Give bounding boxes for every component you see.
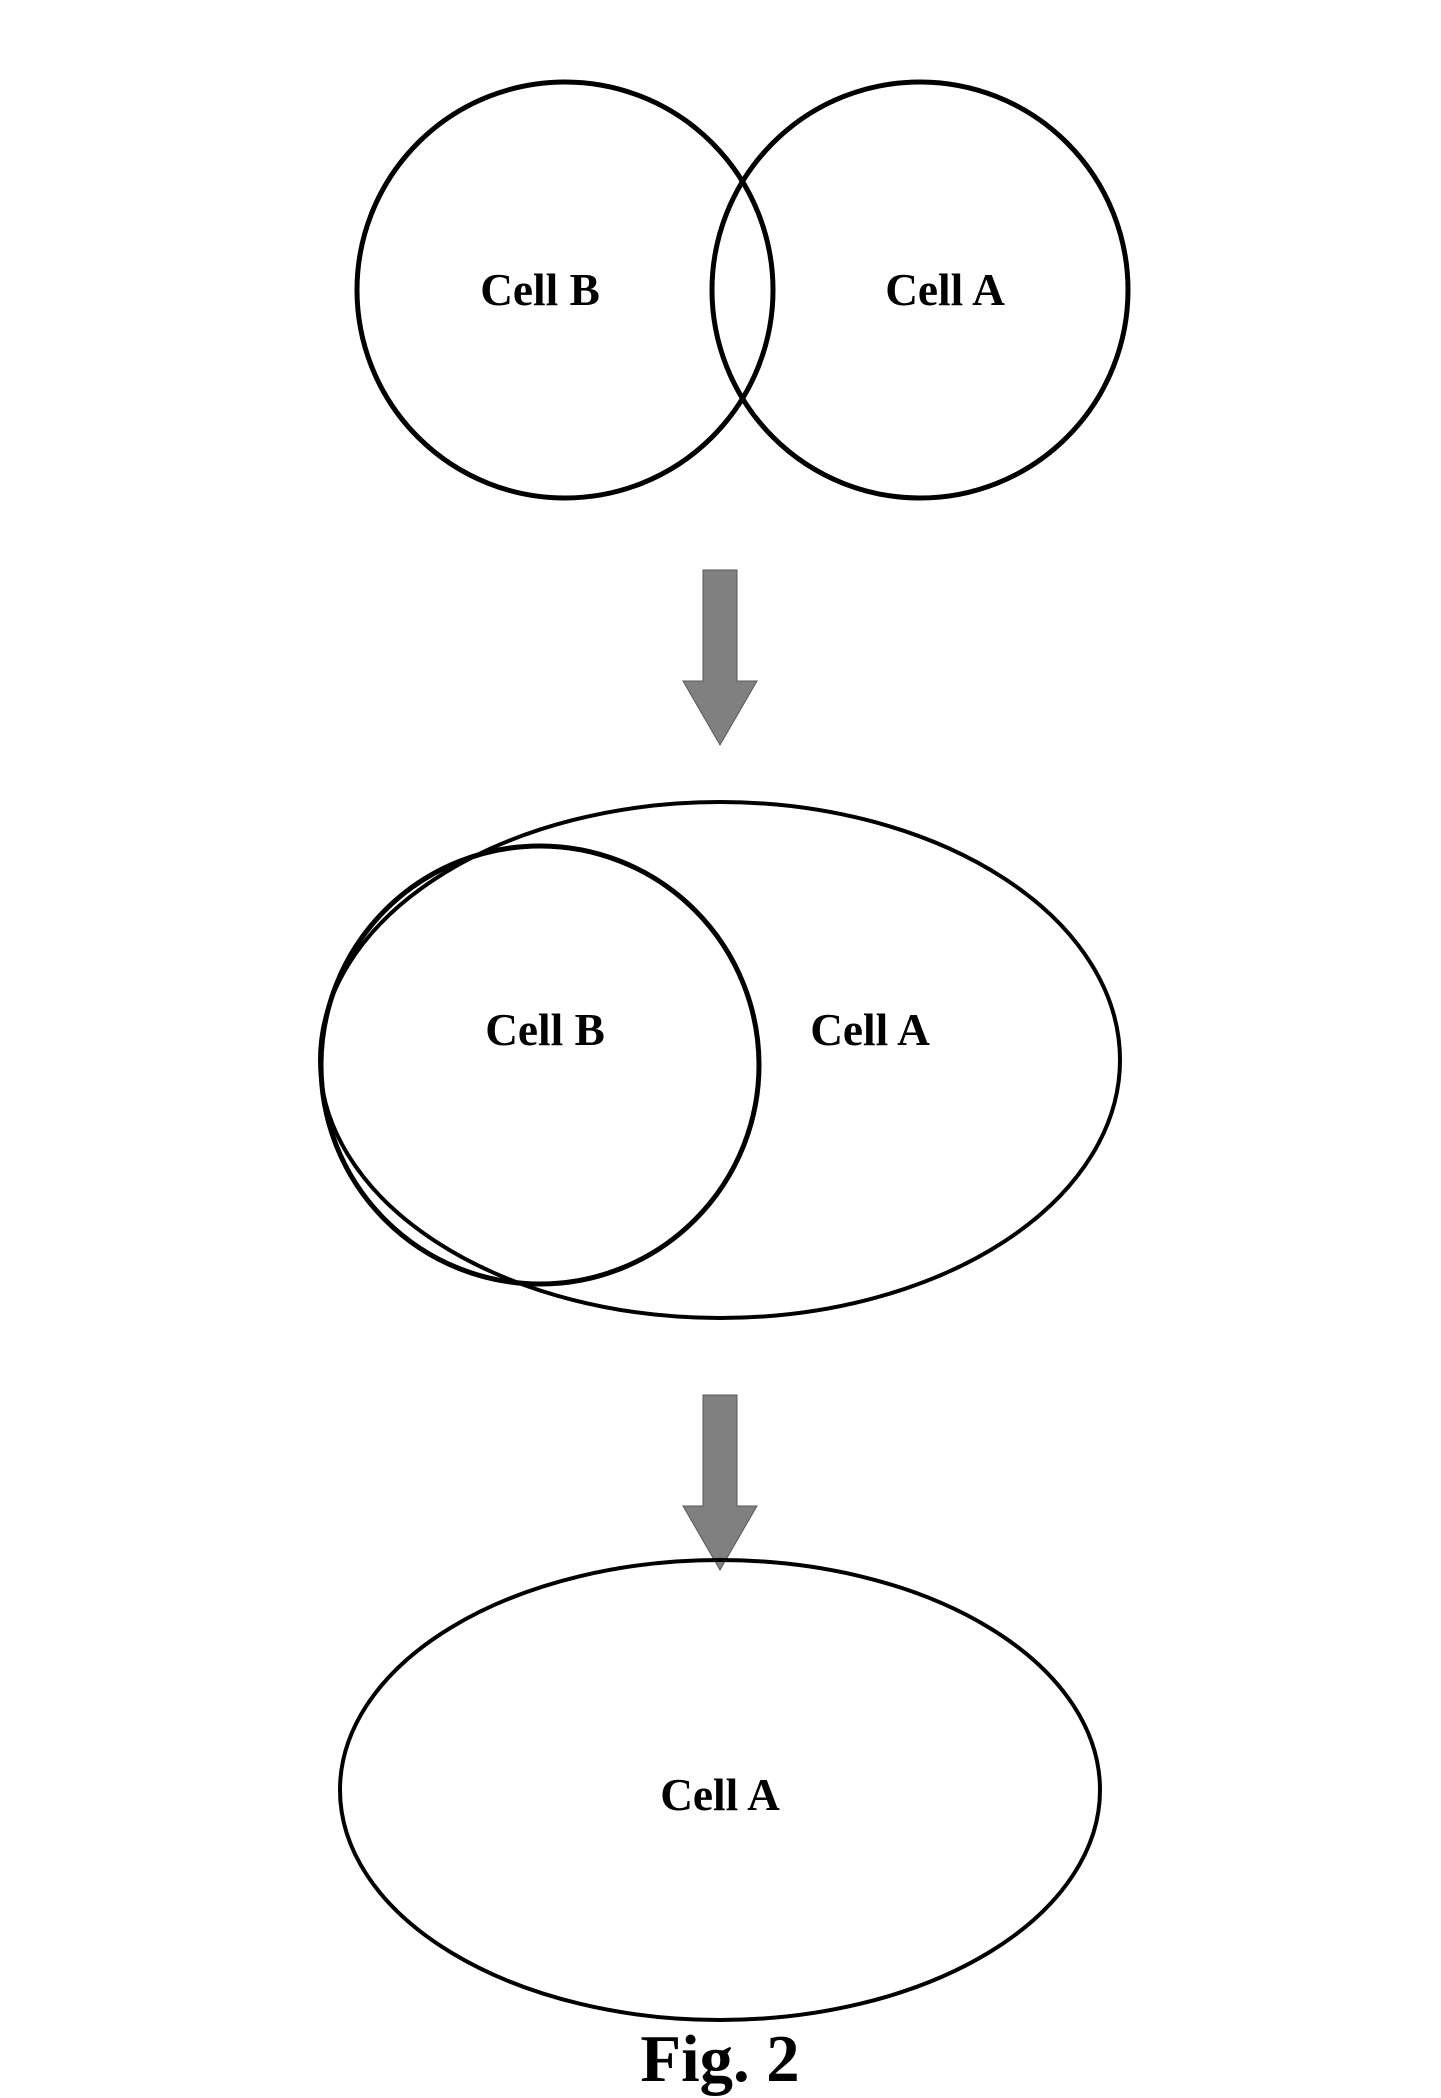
stage1-cell-a-label: Cell A	[885, 264, 1005, 316]
stage1-cell-b-label: Cell B	[480, 264, 600, 316]
stage2-cell-b-label: Cell B	[485, 1004, 605, 1056]
stage2-cell-a-label: Cell A	[810, 1004, 930, 1056]
diagram-canvas: Cell B Cell A Cell B Cell A Cell A Fig. …	[0, 0, 1441, 2094]
stage3-cell-a-label: Cell A	[660, 1769, 780, 1821]
figure-caption: Fig. 2	[640, 2022, 799, 2098]
